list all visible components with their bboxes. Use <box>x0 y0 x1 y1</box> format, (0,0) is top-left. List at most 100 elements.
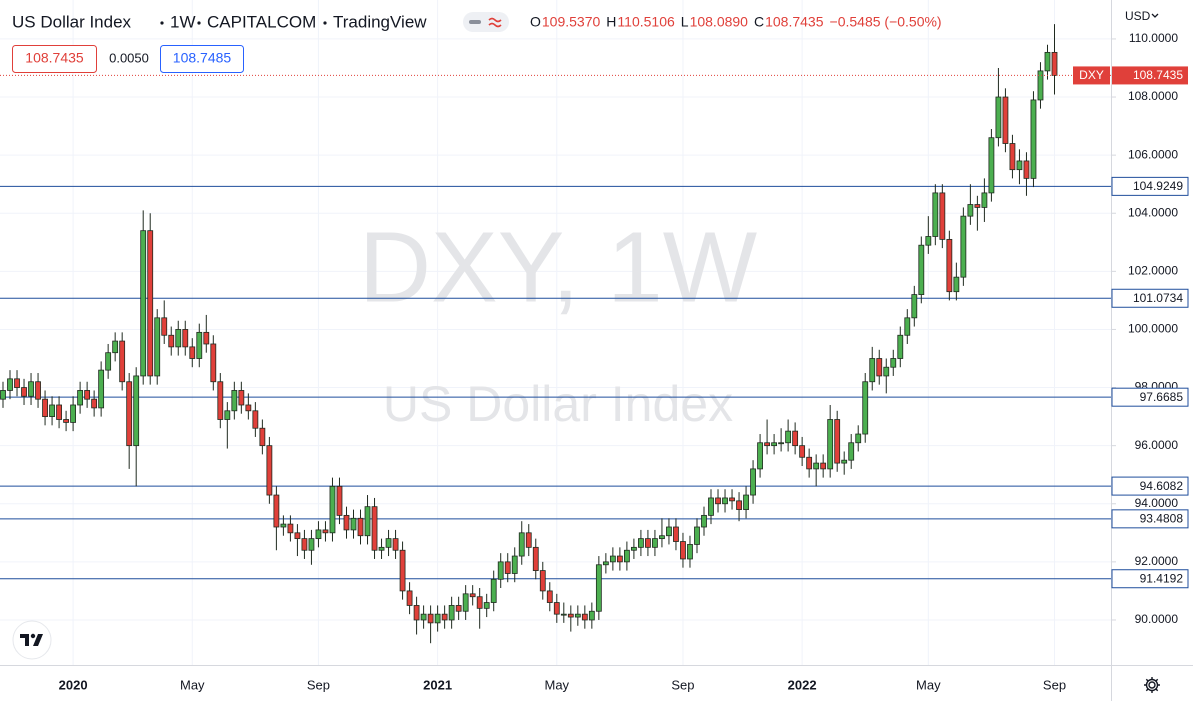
ohlc-change: −0.5485 (−0.50%) <box>830 14 942 30</box>
header: US Dollar Index 1W CAPITALCOM TradingVie… <box>12 12 427 31</box>
gear-teeth <box>1144 677 1160 693</box>
candle-body <box>84 390 91 400</box>
candle-body <box>876 358 883 377</box>
candle-body <box>729 497 735 502</box>
y-tick-label: 96.0000 <box>1135 438 1179 452</box>
sell-button[interactable] <box>12 45 97 73</box>
candle-body <box>1051 51 1058 76</box>
y-tick-label: 92.0000 <box>1135 554 1179 568</box>
candle-body <box>196 331 203 359</box>
buy-button[interactable] <box>160 45 244 73</box>
candle-body <box>799 445 806 458</box>
currency[interactable]: USD <box>1125 9 1151 23</box>
candle-body <box>715 497 721 505</box>
candle-body <box>14 378 20 388</box>
tv-logo[interactable] <box>12 620 52 660</box>
candle-body <box>406 590 413 606</box>
candle-body <box>189 346 196 359</box>
ohlc-label: O <box>530 14 541 30</box>
buy-price: 108.7485 <box>173 50 232 66</box>
x-tick-label: May <box>916 677 941 692</box>
candle-body <box>946 238 953 293</box>
candle-body <box>322 529 329 534</box>
candle-body <box>35 381 41 400</box>
candle-body <box>385 538 392 548</box>
candle-body <box>687 544 693 560</box>
price-tag-box <box>1112 66 1188 85</box>
grid-layer <box>0 0 1111 665</box>
x-tick-label: 2022 <box>788 677 817 692</box>
candle-body <box>490 578 497 603</box>
settings-gear[interactable] <box>1144 677 1160 693</box>
candle-body <box>785 430 792 444</box>
candle-body <box>210 343 217 383</box>
candle-body <box>413 605 420 621</box>
level-label: 91.4192 <box>1140 571 1184 585</box>
candle-body <box>329 485 336 534</box>
candle-body <box>834 419 841 464</box>
candle-body <box>645 538 651 548</box>
candle-body <box>364 506 371 537</box>
gear-ring <box>1145 678 1159 692</box>
candle-body <box>897 334 904 359</box>
candle-body <box>434 613 441 624</box>
candle-body <box>336 485 343 516</box>
ohlc-readout: O 109.5370 H 110.5106 L 108.0890 C 108.7435 −0.5… <box>530 14 942 30</box>
candle-body <box>280 523 287 528</box>
separator <box>160 21 164 25</box>
candle-body <box>315 529 322 540</box>
candle-body <box>581 613 588 621</box>
candle-body <box>308 538 315 551</box>
candle-body <box>42 398 48 418</box>
candle-body <box>904 317 911 336</box>
level-label: 93.4808 <box>1140 512 1184 526</box>
candle-body <box>736 500 742 510</box>
candle-body <box>448 605 455 621</box>
candle-body <box>631 546 637 551</box>
candle-body <box>252 410 259 429</box>
y-tick-label: 110.0000 <box>1129 31 1178 45</box>
candle-body <box>869 358 876 383</box>
candle-body <box>21 387 27 397</box>
candle-body <box>28 381 34 397</box>
y-tick-label: 90.0000 <box>1135 612 1179 626</box>
candle-body <box>1023 160 1030 179</box>
candle-body <box>659 535 665 540</box>
candle-body <box>7 378 13 391</box>
candle-body <box>63 419 69 423</box>
candle-body <box>638 538 644 548</box>
candle-body <box>911 294 918 319</box>
candle-body <box>105 352 112 371</box>
candle-body <box>862 381 869 435</box>
candle-body <box>995 96 1002 139</box>
candle-body <box>567 613 574 618</box>
watermark-sub: US Dollar Index <box>383 376 733 432</box>
candle-body <box>602 561 609 566</box>
candle-body <box>813 462 820 470</box>
source: TradingView <box>333 12 427 31</box>
candle-body <box>133 375 140 447</box>
level-label: 94.6082 <box>1140 479 1184 493</box>
logo-dot <box>30 633 36 639</box>
logo-shape <box>33 634 43 646</box>
candle-body <box>588 610 595 621</box>
candle-body <box>652 538 658 548</box>
currency-selector[interactable]: USD <box>1125 9 1159 23</box>
level-label-box <box>1111 569 1189 589</box>
ohlc-label: H <box>606 14 616 30</box>
candle-body <box>427 613 434 624</box>
level-label-box <box>1111 176 1189 196</box>
candle-body <box>273 494 280 528</box>
candle-body <box>595 564 602 612</box>
y-tick-label: 106.0000 <box>1128 147 1178 161</box>
indicator-buttons[interactable] <box>463 12 509 32</box>
candle-body <box>532 546 539 571</box>
candle-body <box>217 381 224 420</box>
minus-icon <box>469 20 481 24</box>
candle-body <box>925 236 932 246</box>
x-tick-label: May <box>180 677 205 692</box>
ohlc-label: C <box>754 14 764 30</box>
price-tag: 108.7435 <box>1133 68 1183 82</box>
